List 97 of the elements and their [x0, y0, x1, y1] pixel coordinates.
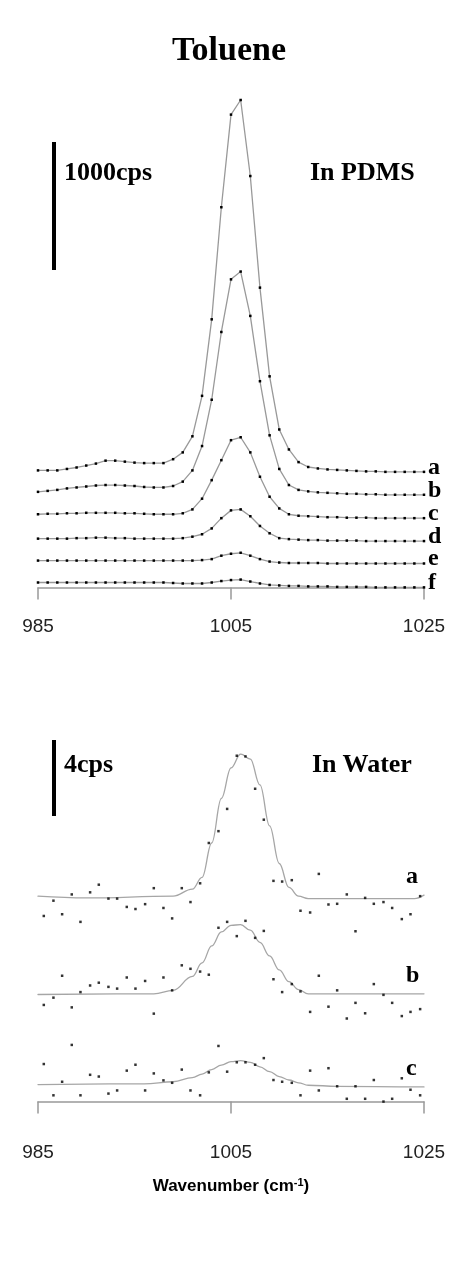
point: [382, 900, 385, 904]
series-label: f: [428, 568, 437, 595]
point: [354, 930, 357, 933]
point: [115, 1089, 119, 1092]
point: [52, 1094, 55, 1097]
x-tick-label: 1005: [209, 615, 253, 636]
point: [345, 893, 349, 896]
point: [217, 926, 220, 930]
x-tick-label: 1025: [402, 615, 446, 636]
point: [134, 987, 137, 990]
point: [253, 1063, 257, 1066]
point: [97, 981, 101, 984]
point: [152, 1012, 156, 1015]
annotation: 4cps: [64, 748, 114, 778]
point: [180, 1068, 184, 1071]
point: [70, 893, 74, 896]
point: [134, 907, 137, 911]
point: [107, 985, 110, 989]
point: [207, 1071, 211, 1074]
point: [115, 897, 119, 900]
point: [115, 987, 119, 990]
point: [134, 1063, 137, 1066]
point: [107, 897, 110, 900]
point: [280, 880, 284, 883]
point: [308, 1069, 312, 1072]
point: [125, 1069, 129, 1072]
point: [189, 967, 192, 971]
point: [97, 1075, 101, 1078]
series-label: a: [406, 862, 418, 889]
point: [235, 1061, 239, 1064]
x-tick-label: 1025: [402, 1141, 446, 1162]
point: [244, 755, 247, 758]
point: [97, 883, 101, 886]
annotation: 1000cps: [64, 156, 153, 186]
point: [125, 976, 129, 979]
point: [354, 1001, 357, 1005]
point: [418, 1094, 422, 1097]
series-label: c: [406, 1053, 417, 1080]
annotation: In PDMS: [310, 156, 415, 186]
point: [162, 976, 165, 979]
point: [327, 1005, 330, 1008]
point: [345, 1017, 349, 1020]
point: [235, 754, 239, 757]
point: [70, 1006, 74, 1009]
point: [272, 879, 275, 883]
point: [198, 882, 202, 885]
point: [244, 919, 247, 923]
point: [299, 1094, 302, 1097]
point: [217, 1044, 220, 1048]
point: [152, 1072, 156, 1075]
point: [52, 996, 55, 999]
point: [180, 964, 184, 967]
point: [409, 1088, 412, 1092]
chart-title: Toluene: [171, 29, 287, 67]
x-tick-label: 985: [22, 615, 54, 636]
point: [162, 1079, 165, 1082]
point: [409, 1010, 412, 1014]
point: [354, 1085, 357, 1088]
series-label: b: [406, 960, 420, 987]
point: [189, 1089, 192, 1092]
point: [198, 1094, 202, 1097]
point: [170, 989, 174, 992]
point: [244, 1061, 247, 1064]
point: [52, 899, 55, 902]
point: [79, 990, 82, 994]
point: [327, 1066, 330, 1070]
point: [272, 1078, 275, 1082]
point: [107, 1092, 110, 1095]
point: [335, 1085, 339, 1088]
point: [143, 1089, 147, 1092]
annotation: In Water: [312, 748, 412, 778]
point: [299, 909, 302, 913]
point: [382, 1100, 385, 1103]
point: [162, 906, 165, 910]
point: [79, 920, 82, 924]
point: [79, 1094, 82, 1097]
point: [207, 973, 211, 976]
point: [382, 993, 385, 997]
point: [88, 984, 92, 987]
point: [198, 970, 202, 973]
point: [225, 1070, 229, 1073]
point: [170, 917, 174, 920]
point: [272, 977, 275, 981]
point: [88, 891, 92, 894]
point: [308, 911, 312, 914]
point: [317, 1089, 321, 1092]
point: [262, 818, 266, 821]
point: [327, 903, 330, 906]
point: [409, 912, 412, 916]
x-tick-label: 1005: [209, 1141, 253, 1162]
point: [299, 990, 302, 993]
point: [189, 900, 192, 904]
x-tick-label: 985: [22, 1141, 54, 1162]
point: [217, 829, 220, 833]
point: [400, 1077, 404, 1080]
point: [335, 989, 339, 992]
point: [363, 1012, 367, 1015]
